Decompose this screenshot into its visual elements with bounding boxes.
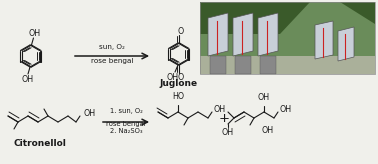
Polygon shape: [235, 56, 251, 74]
Text: sun, O₂: sun, O₂: [99, 44, 125, 50]
Polygon shape: [315, 21, 333, 59]
Polygon shape: [200, 2, 375, 34]
Polygon shape: [260, 56, 276, 74]
Text: OH: OH: [28, 29, 40, 38]
Text: OH: OH: [22, 75, 34, 84]
Text: OH: OH: [83, 110, 95, 119]
Text: OH: OH: [280, 104, 292, 113]
Polygon shape: [210, 56, 226, 74]
Text: rose bengal: rose bengal: [106, 121, 146, 127]
Text: OH: OH: [167, 73, 179, 82]
Text: OH: OH: [214, 104, 226, 113]
Text: O: O: [177, 72, 184, 82]
Text: O: O: [177, 27, 184, 35]
Text: rose bengal: rose bengal: [91, 58, 133, 64]
Text: 2. Na₂SO₃: 2. Na₂SO₃: [110, 128, 142, 134]
Polygon shape: [258, 13, 278, 56]
Text: OH: OH: [222, 128, 234, 137]
Text: OH: OH: [262, 126, 274, 135]
Polygon shape: [200, 2, 375, 74]
Text: HO: HO: [172, 92, 184, 101]
Polygon shape: [233, 13, 253, 56]
Text: OH: OH: [258, 93, 270, 102]
Polygon shape: [338, 27, 354, 61]
Text: +: +: [218, 112, 229, 124]
Text: 1. sun, O₂: 1. sun, O₂: [110, 108, 143, 114]
Polygon shape: [208, 13, 228, 56]
Text: Juglone: Juglone: [160, 79, 198, 88]
Text: Citronellol: Citronellol: [14, 139, 67, 148]
Polygon shape: [200, 56, 375, 74]
